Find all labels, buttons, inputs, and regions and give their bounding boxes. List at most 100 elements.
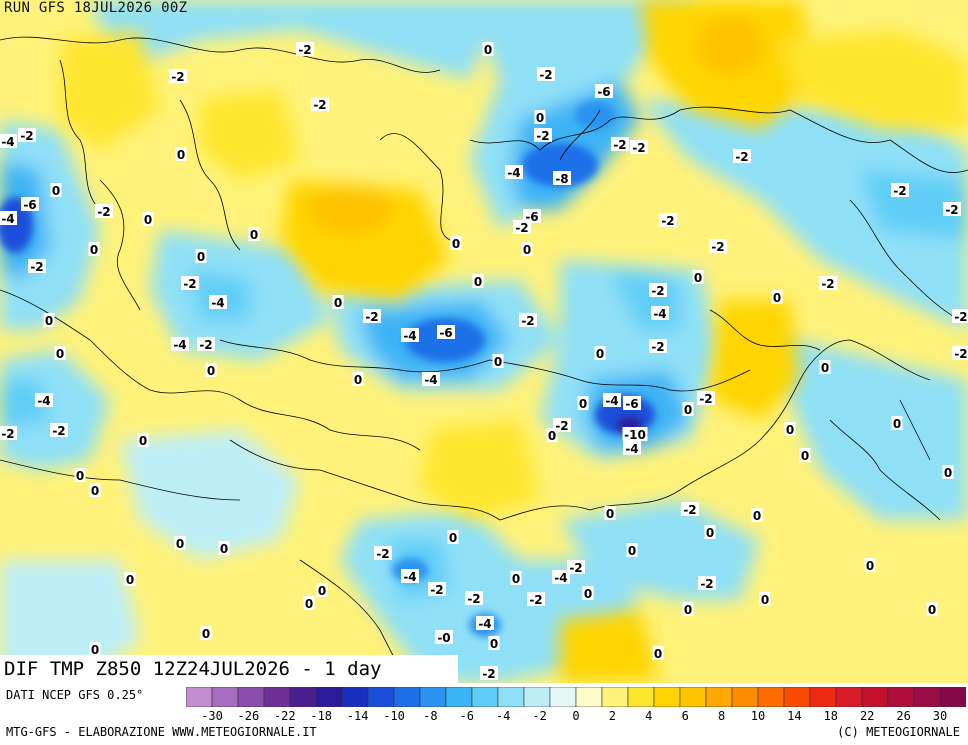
contour-label-bg [623, 396, 641, 410]
color-scale-swatch [601, 687, 629, 707]
contour-label-bg [401, 569, 419, 583]
contour-label-bg [784, 422, 796, 436]
contour-label-bg [819, 276, 837, 290]
contour-label-bg [428, 582, 446, 596]
contour-label: -4 [211, 296, 224, 310]
contour-label: -2 [661, 214, 674, 228]
contour-label-bg [698, 576, 716, 590]
contour-label-bg [137, 433, 149, 447]
contour-label: 0 [144, 213, 152, 227]
color-scale-swatch [679, 687, 707, 707]
color-scale-tick-label: 6 [681, 709, 689, 723]
contour-label: 0 [773, 291, 781, 305]
color-scale-swatch [861, 687, 889, 707]
contour-label: -2 [30, 260, 43, 274]
color-scale-tick-label: 4 [645, 709, 653, 723]
color-scale-swatch [367, 687, 395, 707]
contour-label: 0 [584, 587, 592, 601]
contour-label: 0 [91, 484, 99, 498]
contour-label-bg [553, 171, 571, 185]
contour-label: 0 [928, 603, 936, 617]
contour-label: 0 [786, 423, 794, 437]
contour-label: -2 [700, 577, 713, 591]
contour-label: 0 [90, 243, 98, 257]
contour-label-bg [43, 313, 55, 327]
contour-label: 0 [56, 347, 64, 361]
contour-label-bg [296, 42, 314, 56]
color-scale-swatch [575, 687, 603, 707]
contour-label: 0 [684, 403, 692, 417]
contour-label: -2 [97, 205, 110, 219]
contour-label-bg [89, 483, 101, 497]
contour-label: -2 [529, 593, 542, 607]
contour-label: -2 [954, 310, 967, 324]
color-scale-swatch [445, 687, 473, 707]
contour-label-bg [88, 242, 100, 256]
contour-label: 0 [821, 361, 829, 375]
color-scale-swatch [289, 687, 317, 707]
contour-label-bg [89, 642, 101, 656]
contour-label: 0 [801, 449, 809, 463]
contour-label-bg [435, 630, 453, 644]
contour-label-bg [316, 583, 328, 597]
product-title: DIF TMP Z850 12Z24JUL2026 - 1 day [0, 655, 458, 683]
contour-label: 0 [579, 397, 587, 411]
contour-label: 0 [52, 184, 60, 198]
color-scale-tick-label: -2 [532, 709, 547, 723]
contour-label: 0 [197, 250, 205, 264]
contour-label-bg [332, 295, 344, 309]
contour-label-bg [623, 441, 641, 455]
run-label: RUN GFS 18JUL2026 00Z [4, 0, 188, 16]
color-scale-swatch [653, 687, 681, 707]
contour-label-bg [891, 416, 903, 430]
contour-label: -2 [569, 561, 582, 575]
contour-label-bg [505, 165, 523, 179]
contour-label: -4 [173, 338, 186, 352]
contour-label-bg [352, 372, 364, 386]
contour-label: 0 [354, 373, 362, 387]
contour-label: 0 [596, 347, 604, 361]
contour-label: -2 [683, 503, 696, 517]
contour-label-bg [603, 393, 621, 407]
contour-label-bg [891, 183, 909, 197]
contour-label-bg [546, 428, 558, 442]
color-scale-tick-label: -18 [310, 709, 333, 723]
contour-label-bg [942, 465, 954, 479]
color-scale-swatch [237, 687, 265, 707]
contour-label: -2 [183, 277, 196, 291]
contour-label: -4 [478, 617, 491, 631]
contour-label-bg [534, 110, 546, 124]
color-scale-swatch [341, 687, 369, 707]
color-scale-swatch [705, 687, 733, 707]
contour-label: 0 [452, 237, 460, 251]
contour-label-bg [630, 140, 648, 154]
contour-label-bg [209, 295, 227, 309]
contour-label-bg [943, 202, 961, 216]
contour-label: -2 [613, 138, 626, 152]
contour-label-bg [205, 363, 217, 377]
contour-label: -2 [699, 392, 712, 406]
contour-label-bg [709, 239, 727, 253]
contour-label: -10 [624, 428, 646, 442]
contour-label: -6 [597, 85, 610, 99]
contour-label: 0 [694, 271, 702, 285]
color-scale-swatch [835, 687, 863, 707]
contour-label: 0 [305, 597, 313, 611]
contour-label-bg [595, 84, 613, 98]
contour-label: -2 [1, 427, 14, 441]
contour-label-bg [523, 209, 541, 223]
contour-label-bg [577, 396, 589, 410]
contour-label-bg [74, 468, 86, 482]
contour-label: 0 [176, 537, 184, 551]
contour-label: -2 [536, 129, 549, 143]
contour-label: -2 [651, 340, 664, 354]
color-scale-swatch [913, 687, 941, 707]
contour-label-bg [142, 212, 154, 226]
contour-label-bg [124, 572, 136, 586]
contour-labels: -2-20-2-6-20-2-2-4 -2 -20 -2-4 -80 -2-6 -2 -2-6… [0, 42, 968, 681]
contour-label-bg [311, 97, 329, 111]
contour-label-bg [819, 360, 831, 374]
contour-label-bg [422, 372, 440, 386]
contour-label: 0 [91, 643, 99, 657]
contour-label-bg [472, 274, 484, 288]
